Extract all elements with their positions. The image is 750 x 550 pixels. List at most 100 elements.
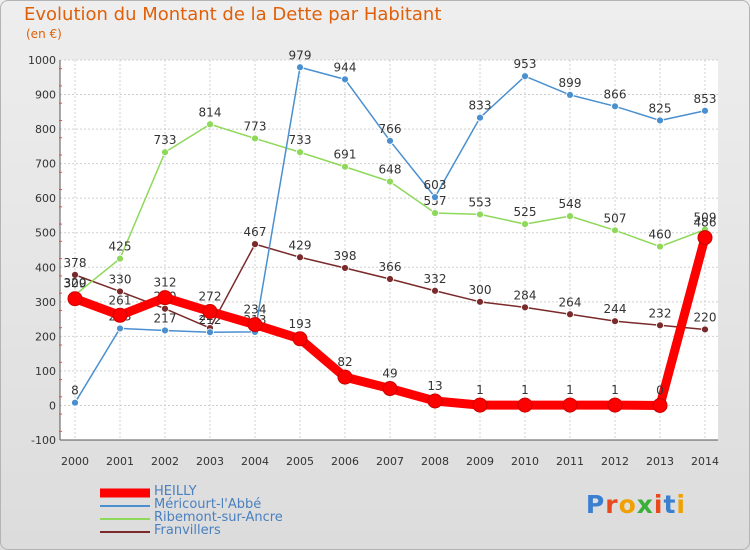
- data-label-m-ricourt-l-abb-: 853: [694, 92, 717, 106]
- y-tick-label: 600: [35, 192, 56, 205]
- y-tick-label: 800: [35, 123, 56, 136]
- data-label-m-ricourt-l-abb-: 833: [469, 99, 492, 113]
- chart-unit-label: (en €): [26, 27, 62, 41]
- logo-letter: x: [636, 490, 654, 519]
- data-point-m-ricourt-l-abb-: [161, 326, 169, 335]
- data-point-heilly: [697, 230, 713, 246]
- data-label-heilly: 261: [109, 293, 132, 307]
- data-point-franvillers: [71, 270, 79, 279]
- data-label-heilly: 193: [289, 317, 312, 331]
- data-point-ribemont-sur-ancre: [206, 120, 214, 129]
- data-label-heilly: 1: [476, 383, 484, 397]
- x-tick-label: 2006: [331, 455, 359, 468]
- data-label-franvillers: 220: [694, 310, 717, 324]
- data-label-heilly: 82: [337, 355, 352, 369]
- data-point-ribemont-sur-ancre: [251, 134, 259, 143]
- x-tick-label: 2010: [511, 455, 539, 468]
- data-label-m-ricourt-l-abb-: 979: [289, 48, 312, 62]
- x-tick-label: 2009: [466, 455, 494, 468]
- data-point-franvillers: [521, 303, 529, 312]
- data-label-m-ricourt-l-abb-: 825: [649, 101, 672, 115]
- data-point-heilly: [382, 381, 398, 397]
- data-label-franvillers: 330: [109, 272, 132, 286]
- data-label-ribemont-sur-ancre: 460: [649, 228, 672, 242]
- data-label-heilly: 0: [656, 383, 664, 397]
- y-tick-label: 0: [49, 399, 56, 412]
- data-point-ribemont-sur-ancre: [386, 177, 394, 186]
- data-point-heilly: [652, 397, 668, 413]
- data-point-franvillers: [431, 286, 439, 295]
- data-point-franvillers: [116, 287, 124, 296]
- data-point-m-ricourt-l-abb-: [296, 63, 304, 72]
- data-label-ribemont-sur-ancre: 553: [469, 195, 492, 209]
- data-point-ribemont-sur-ancre: [431, 209, 439, 217]
- data-label-m-ricourt-l-abb-: 766: [379, 122, 402, 136]
- data-label-m-ricourt-l-abb-: 8: [71, 384, 79, 398]
- plot-area: [60, 60, 718, 440]
- data-point-m-ricourt-l-abb-: [656, 116, 664, 125]
- y-tick-label: 500: [35, 227, 56, 240]
- data-label-ribemont-sur-ancre: 509: [694, 211, 717, 225]
- data-point-heilly: [112, 307, 128, 323]
- data-point-m-ricourt-l-abb-: [341, 75, 349, 84]
- data-point-ribemont-sur-ancre: [341, 162, 349, 171]
- x-tick-label: 2005: [286, 455, 314, 468]
- x-tick-label: 2011: [556, 455, 584, 468]
- data-point-m-ricourt-l-abb-: [71, 398, 79, 407]
- data-label-m-ricourt-l-abb-: 866: [604, 87, 627, 101]
- data-point-heilly: [607, 397, 623, 413]
- data-label-franvillers: 244: [604, 302, 627, 316]
- legend-label: Franvillers: [154, 523, 221, 538]
- legend-swatch: [100, 517, 150, 520]
- data-label-heilly: 1: [566, 383, 574, 397]
- x-tick-label: 2004: [241, 455, 269, 468]
- data-point-heilly: [67, 291, 83, 307]
- data-point-ribemont-sur-ancre: [476, 210, 484, 219]
- data-point-franvillers: [386, 275, 394, 283]
- data-label-ribemont-sur-ancre: 773: [244, 119, 267, 133]
- data-point-heilly: [517, 397, 533, 413]
- data-point-ribemont-sur-ancre: [521, 220, 529, 228]
- data-point-m-ricourt-l-abb-: [476, 113, 484, 122]
- x-tick-label: 2002: [151, 455, 179, 468]
- logo-letter: r: [605, 490, 619, 519]
- data-label-heilly: 486: [694, 216, 717, 230]
- legend-swatch: [100, 488, 150, 497]
- data-label-ribemont-sur-ancre: 733: [289, 133, 312, 147]
- data-label-franvillers: 429: [289, 238, 312, 252]
- data-point-franvillers: [251, 240, 259, 249]
- data-point-m-ricourt-l-abb-: [521, 72, 529, 81]
- y-tick-label: 200: [35, 330, 56, 343]
- data-point-m-ricourt-l-abb-: [206, 328, 214, 337]
- y-tick-label: 1000: [28, 54, 56, 67]
- legend-swatch: [100, 504, 150, 507]
- logo-letter: P: [585, 490, 606, 519]
- data-label-ribemont-sur-ancre: 814: [199, 105, 222, 119]
- data-point-franvillers: [566, 310, 574, 319]
- data-label-heilly: 309: [64, 277, 87, 291]
- y-tick-label: 900: [35, 89, 56, 102]
- data-point-ribemont-sur-ancre: [566, 212, 574, 221]
- data-label-franvillers: 264: [559, 295, 582, 309]
- data-label-heilly: 49: [382, 367, 397, 381]
- logo-letter: i: [676, 490, 686, 519]
- data-label-ribemont-sur-ancre: 648: [379, 163, 402, 177]
- data-label-heilly: 234: [244, 303, 267, 317]
- data-label-ribemont-sur-ancre: 507: [604, 211, 627, 225]
- y-tick-label: 100: [35, 365, 56, 378]
- data-point-heilly: [472, 397, 488, 413]
- data-point-franvillers: [701, 325, 709, 334]
- data-label-franvillers: 332: [424, 272, 447, 286]
- data-label-ribemont-sur-ancre: 548: [559, 197, 582, 211]
- data-label-ribemont-sur-ancre: 320: [64, 276, 87, 290]
- proxiti-logo: Proxiti: [586, 490, 686, 519]
- data-point-franvillers: [611, 317, 619, 326]
- data-label-franvillers: 232: [649, 306, 672, 320]
- data-label-m-ricourt-l-abb-: 953: [514, 57, 537, 71]
- data-point-m-ricourt-l-abb-: [611, 102, 619, 111]
- legend-label: HEILLY: [154, 484, 197, 499]
- x-tick-label: 2008: [421, 455, 449, 468]
- data-point-m-ricourt-l-abb-: [386, 136, 394, 145]
- data-label-m-ricourt-l-abb-: 899: [559, 76, 582, 90]
- chart-title: Evolution du Montant de la Dette par Hab…: [24, 4, 442, 25]
